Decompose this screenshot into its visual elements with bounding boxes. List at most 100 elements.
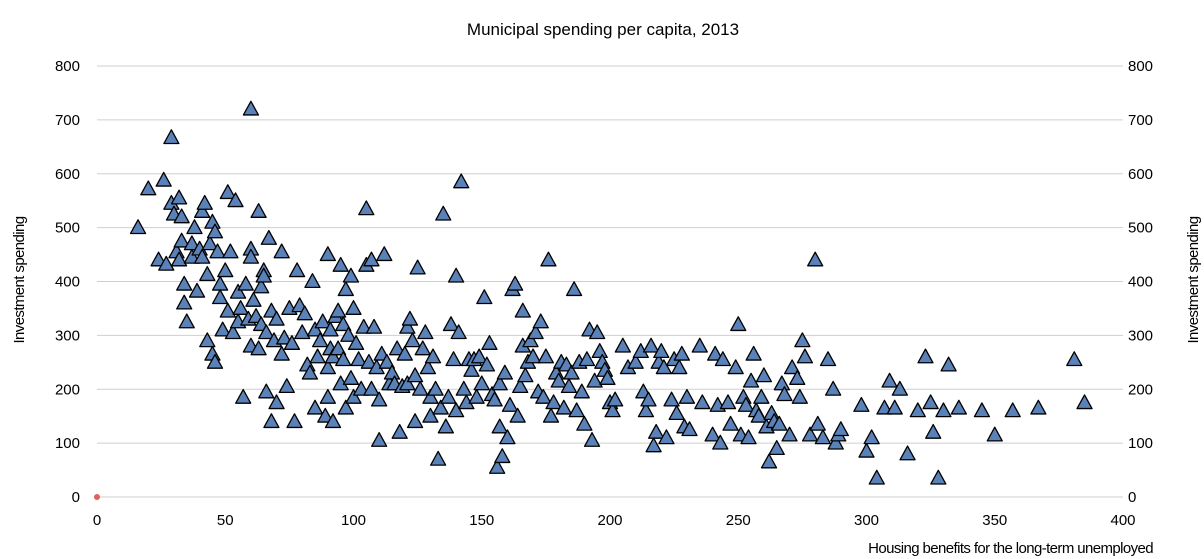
data-point xyxy=(476,289,493,305)
data-point xyxy=(201,235,219,251)
data-point xyxy=(486,391,503,407)
data-point xyxy=(370,431,388,447)
data-point xyxy=(237,275,254,291)
data-point xyxy=(583,431,601,447)
data-point xyxy=(429,450,447,466)
data-point xyxy=(294,324,311,340)
data-point xyxy=(727,359,744,375)
y-tick-label-left: 400 xyxy=(55,274,80,291)
data-point xyxy=(973,402,991,418)
data-point xyxy=(832,421,849,437)
data-point xyxy=(450,324,467,340)
data-point xyxy=(258,383,275,399)
gridlines xyxy=(97,65,1123,498)
data-point xyxy=(219,184,236,200)
y-tick-label-right: 400 xyxy=(1128,274,1153,291)
data-point xyxy=(235,388,252,404)
data-point xyxy=(196,194,213,210)
data-point xyxy=(229,283,247,299)
data-point xyxy=(653,343,670,359)
data-point xyxy=(773,375,791,391)
data-point xyxy=(637,402,655,418)
x-tick-label: 100 xyxy=(341,512,366,529)
data-point xyxy=(876,399,893,415)
data-point xyxy=(283,335,301,350)
data-point xyxy=(322,321,339,337)
data-point xyxy=(886,399,903,415)
data-points xyxy=(94,100,1093,500)
data-point xyxy=(819,351,837,367)
data-point xyxy=(417,324,434,340)
data-point xyxy=(286,413,303,429)
data-point xyxy=(268,394,285,410)
data-point xyxy=(278,378,295,394)
x-tick-label: 150 xyxy=(469,512,494,529)
data-point xyxy=(188,282,206,298)
data-point xyxy=(219,302,236,318)
y-tick-label-right: 200 xyxy=(1128,381,1153,398)
data-point xyxy=(447,402,465,418)
data-point xyxy=(288,262,306,278)
data-point xyxy=(563,364,580,380)
data-point xyxy=(350,351,367,367)
data-point xyxy=(591,343,608,359)
data-point xyxy=(578,351,596,367)
data-point xyxy=(217,262,234,278)
data-point xyxy=(550,372,567,388)
data-point xyxy=(545,394,562,410)
data-point xyxy=(760,453,778,469)
data-point xyxy=(345,299,362,315)
data-point xyxy=(704,426,721,442)
data-point xyxy=(163,129,180,145)
data-point xyxy=(950,399,967,415)
data-point xyxy=(627,353,644,369)
data-point xyxy=(478,356,496,372)
data-point xyxy=(194,203,211,218)
data-point xyxy=(499,429,516,445)
data-point xyxy=(604,402,621,418)
data-point xyxy=(648,423,665,439)
y-tick-label-left: 500 xyxy=(55,220,80,237)
data-point xyxy=(514,302,531,318)
data-point xyxy=(129,219,147,235)
y-tick-label-right: 0 xyxy=(1128,489,1136,506)
data-point xyxy=(678,388,696,404)
data-point xyxy=(319,246,337,262)
data-point xyxy=(681,421,698,437)
data-point xyxy=(899,445,916,461)
data-point xyxy=(401,310,419,326)
data-point xyxy=(858,442,875,458)
data-point xyxy=(781,426,798,442)
data-point xyxy=(745,345,762,361)
data-point xyxy=(173,232,190,248)
data-point xyxy=(253,278,270,294)
data-point xyxy=(178,313,195,329)
data-point xyxy=(406,413,424,429)
data-point xyxy=(347,335,365,350)
data-point xyxy=(358,200,375,216)
data-point xyxy=(463,361,480,377)
data-point xyxy=(342,267,360,283)
data-point xyxy=(440,388,457,404)
data-point xyxy=(576,415,593,431)
data-point xyxy=(512,378,529,394)
data-point xyxy=(329,302,347,318)
data-point xyxy=(814,429,832,445)
data-point xyxy=(1066,351,1083,367)
data-point xyxy=(614,337,631,353)
data-point xyxy=(722,415,739,431)
x-tick-label: 0 xyxy=(93,512,101,529)
data-point xyxy=(206,353,224,369)
data-point xyxy=(707,345,724,361)
data-point xyxy=(222,243,239,259)
x-tick-label: 50 xyxy=(217,512,234,529)
data-point xyxy=(312,332,329,348)
data-point xyxy=(304,273,321,289)
data-point xyxy=(355,318,372,334)
data-point xyxy=(412,380,429,396)
data-point xyxy=(532,313,549,329)
x-tick-label: 200 xyxy=(597,512,622,529)
data-point xyxy=(663,391,680,407)
data-point xyxy=(1004,402,1021,418)
